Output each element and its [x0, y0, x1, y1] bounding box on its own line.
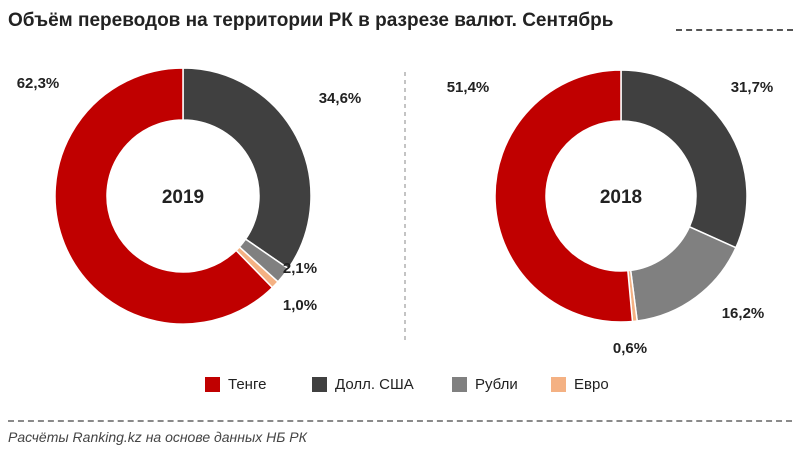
donut-2018-slice-rub [629, 225, 737, 322]
donut-2019-slice-usd [182, 67, 312, 270]
donut-2018-slice-usd [620, 69, 748, 249]
donut-2019-center-title: 2019 [162, 187, 204, 208]
title-row: Объём переводов на территории РК в разре… [8, 6, 793, 36]
donut-charts: 34,6% 2,1% 1,0% 62,3% 2019 31,7% 16,2% 0,6% 51,4… [17, 67, 774, 357]
chart-title: Объём переводов на территории РК в разре… [8, 10, 614, 31]
donut-2018-slice-tenge [494, 69, 634, 323]
title-dashed-rule [676, 29, 793, 31]
legend: Тенге Долл. США Рубли Евро [0, 376, 800, 400]
legend-swatch-tenge [205, 377, 220, 392]
legend-swatch-eur [551, 377, 566, 392]
donut-2019-label-tenge: 62,3% [17, 75, 60, 92]
legend-label-usd: Долл. США [335, 376, 414, 393]
legend-item-usd: Долл. США [312, 376, 414, 393]
donut-2019-slice-tenge [54, 67, 274, 325]
legend-label-eur: Евро [574, 376, 609, 393]
donut-2018-label-eur: 0,6% [613, 340, 647, 357]
donut-2018-label-usd: 31,7% [731, 79, 774, 96]
donut-2019-label-eur: 1,0% [283, 297, 317, 314]
donut-2018-center-title: 2018 [600, 187, 642, 208]
legend-item-rub: Рубли [452, 376, 518, 393]
legend-swatch-usd [312, 377, 327, 392]
source-note: Расчёты Ranking.kz на основе данных НБ Р… [8, 429, 307, 445]
legend-swatch-rub [452, 377, 467, 392]
donut-2018-label-tenge: 51,4% [447, 79, 490, 96]
donut-2019-label-usd: 34,6% [319, 90, 362, 107]
legend-item-tenge: Тенге [205, 376, 266, 393]
donut-2019-label-rub: 2,1% [283, 260, 317, 277]
legend-item-eur: Евро [551, 376, 609, 393]
donut-2018-label-rub: 16,2% [722, 305, 765, 322]
legend-label-tenge: Тенге [228, 376, 267, 393]
footer-dashed-rule [8, 420, 792, 422]
legend-label-rub: Рубли [475, 376, 518, 393]
